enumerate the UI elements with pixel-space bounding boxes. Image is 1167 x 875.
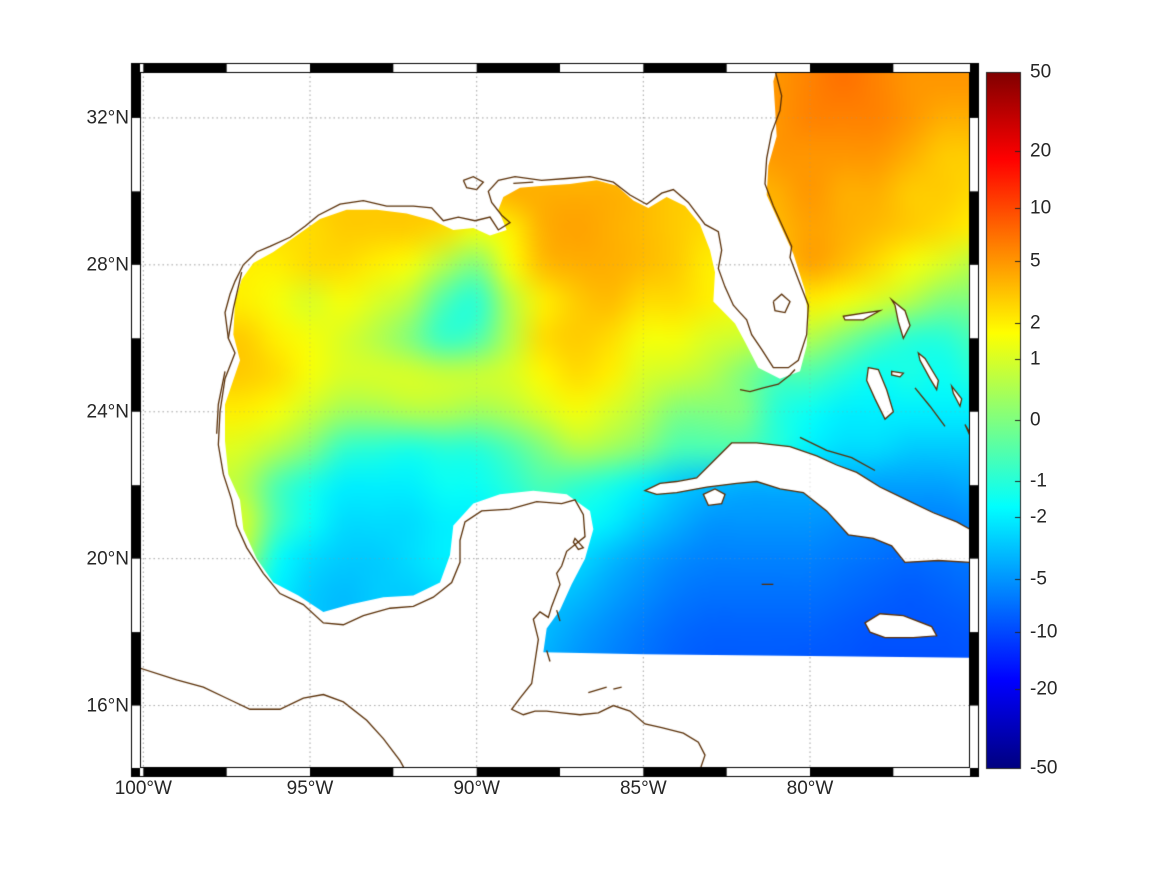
figure: 32°N 28°N 24°N 20°N 16°N 100°W 95°W 90°W 85°W 80°… bbox=[0, 0, 1167, 875]
map-plot-canvas bbox=[0, 0, 1167, 875]
